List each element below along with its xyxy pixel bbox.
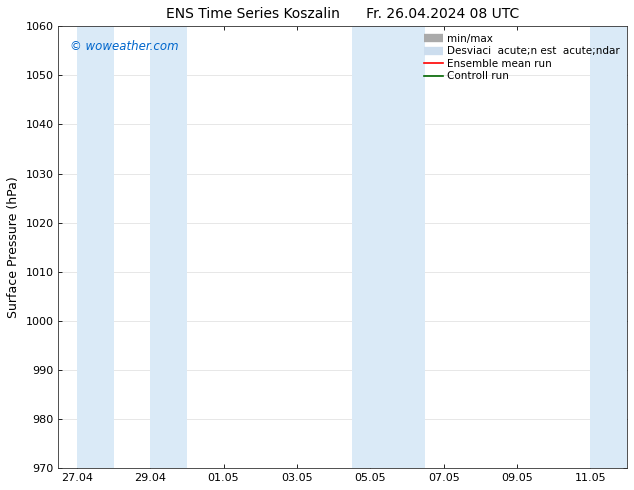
Text: © woweather.com: © woweather.com bbox=[70, 40, 179, 52]
Bar bbox=[590, 26, 627, 468]
Legend: min/max, Desviaci  acute;n est  acute;ndar, Ensemble mean run, Controll run: min/max, Desviaci acute;n est acute;ndar… bbox=[422, 31, 622, 83]
Bar bbox=[150, 26, 187, 468]
Title: ENS Time Series Koszalin      Fr. 26.04.2024 08 UTC: ENS Time Series Koszalin Fr. 26.04.2024 … bbox=[166, 7, 519, 21]
Y-axis label: Surface Pressure (hPa): Surface Pressure (hPa) bbox=[7, 176, 20, 318]
Bar bbox=[77, 26, 113, 468]
Bar bbox=[352, 26, 425, 468]
